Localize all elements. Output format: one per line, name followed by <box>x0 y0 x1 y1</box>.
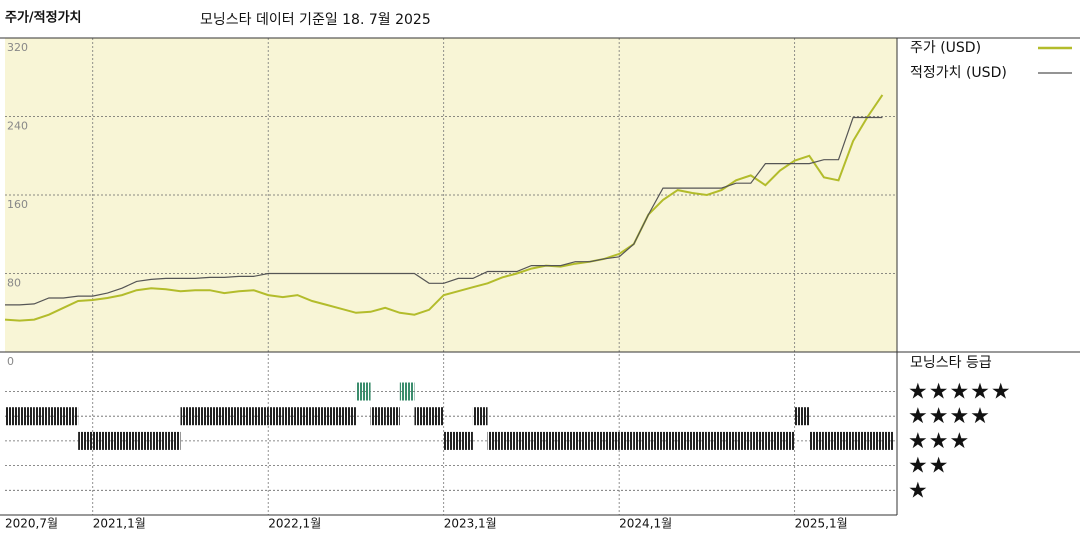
x-tick-label: 2024,1월 <box>619 517 672 531</box>
rating-bar <box>472 407 488 426</box>
x-tick-label: 2022,1월 <box>268 517 321 531</box>
rating-bar <box>136 431 152 450</box>
x-tick-label: 2023,1월 <box>444 517 497 531</box>
rating-bar <box>326 407 342 426</box>
y-tick-label: ★★ <box>908 454 949 479</box>
rating-bar <box>297 407 313 426</box>
rating-bar <box>282 407 298 426</box>
rating-bar <box>663 431 678 450</box>
rating-bar <box>238 407 254 426</box>
rating-bar <box>575 431 590 450</box>
rating-bar <box>370 407 386 426</box>
rating-bar <box>195 407 210 426</box>
rating-bar <box>882 431 893 450</box>
rating-bar <box>823 431 839 450</box>
rating-bar <box>151 431 166 450</box>
y-tick-label: ★ <box>908 478 929 503</box>
rating-bar <box>677 431 693 450</box>
rating-bar <box>604 431 620 450</box>
rating-bar <box>487 431 503 450</box>
rating-bar <box>458 431 473 450</box>
rating-bar <box>5 407 20 426</box>
rating-bar <box>414 407 430 426</box>
rating-bar <box>209 407 225 426</box>
rating-bar <box>780 431 795 450</box>
rating-bar <box>560 431 576 450</box>
rating-bar <box>809 431 824 450</box>
y-tick-label: ★★★★★ <box>908 380 1012 405</box>
rating-bar <box>63 407 79 426</box>
y-tick-label: 0 <box>7 355 14 368</box>
rating-bar <box>619 431 634 450</box>
rating-bar <box>838 431 854 450</box>
rating-bar <box>399 382 415 401</box>
rating-bar <box>253 407 269 426</box>
rating-bar <box>633 431 649 450</box>
legend-label: 적정가치 (USD) <box>910 65 1007 81</box>
rating-bar <box>516 431 532 450</box>
x-tick-label: 2020,7월 <box>5 517 58 531</box>
rating-bar <box>180 407 196 426</box>
rating-bar <box>546 431 561 450</box>
rating-bar <box>502 431 517 450</box>
rating-bar <box>765 431 781 450</box>
rating-bar <box>224 407 239 426</box>
rating-bar <box>19 407 35 426</box>
y-tick-label: 240 <box>7 120 28 133</box>
rating-bar <box>429 407 444 426</box>
rating-bar <box>48 407 64 426</box>
rating-bar <box>312 407 327 426</box>
rating-bar <box>385 407 400 426</box>
rating-bar <box>78 431 93 450</box>
rating-bar <box>165 431 181 450</box>
x-tick-label: 2025,1월 <box>795 517 848 531</box>
rating-bar <box>355 382 371 401</box>
rating-bar <box>867 431 883 450</box>
rating-bar <box>648 431 664 450</box>
rating-bar <box>92 431 108 450</box>
legend-label: 주가 (USD) <box>910 40 981 56</box>
y-tick-label: 160 <box>7 198 28 211</box>
rating-bar <box>692 431 707 450</box>
y-tick-label: ★★★★ <box>908 404 991 429</box>
series-line <box>5 116 883 306</box>
rating-bar <box>794 407 810 426</box>
y-tick-label: 320 <box>7 41 28 54</box>
rating-bar <box>721 431 737 450</box>
y-tick-label: 80 <box>7 277 21 290</box>
rating-bar <box>589 431 605 450</box>
chart-subtitle: 모닝스타 데이터 기준일 18. 7월 2025 <box>200 12 431 28</box>
y-tick-label: ★★★ <box>908 429 970 454</box>
rating-bar <box>268 407 283 426</box>
legend-title: 모닝스타 등급 <box>910 355 992 371</box>
rating-bar <box>531 431 547 450</box>
rating-bar <box>750 431 766 450</box>
rating-bar <box>107 431 122 450</box>
rating-bar <box>341 407 356 426</box>
rating-bar <box>706 431 722 450</box>
x-tick-label: 2021,1월 <box>93 517 146 531</box>
chart-title: 주가/적정가치 <box>5 10 82 26</box>
rating-bar <box>443 431 459 450</box>
series-line <box>4 94 884 322</box>
rating-bar <box>853 431 868 450</box>
rating-bar <box>736 431 751 450</box>
rating-bar <box>34 407 49 426</box>
rating-bar <box>121 431 137 450</box>
